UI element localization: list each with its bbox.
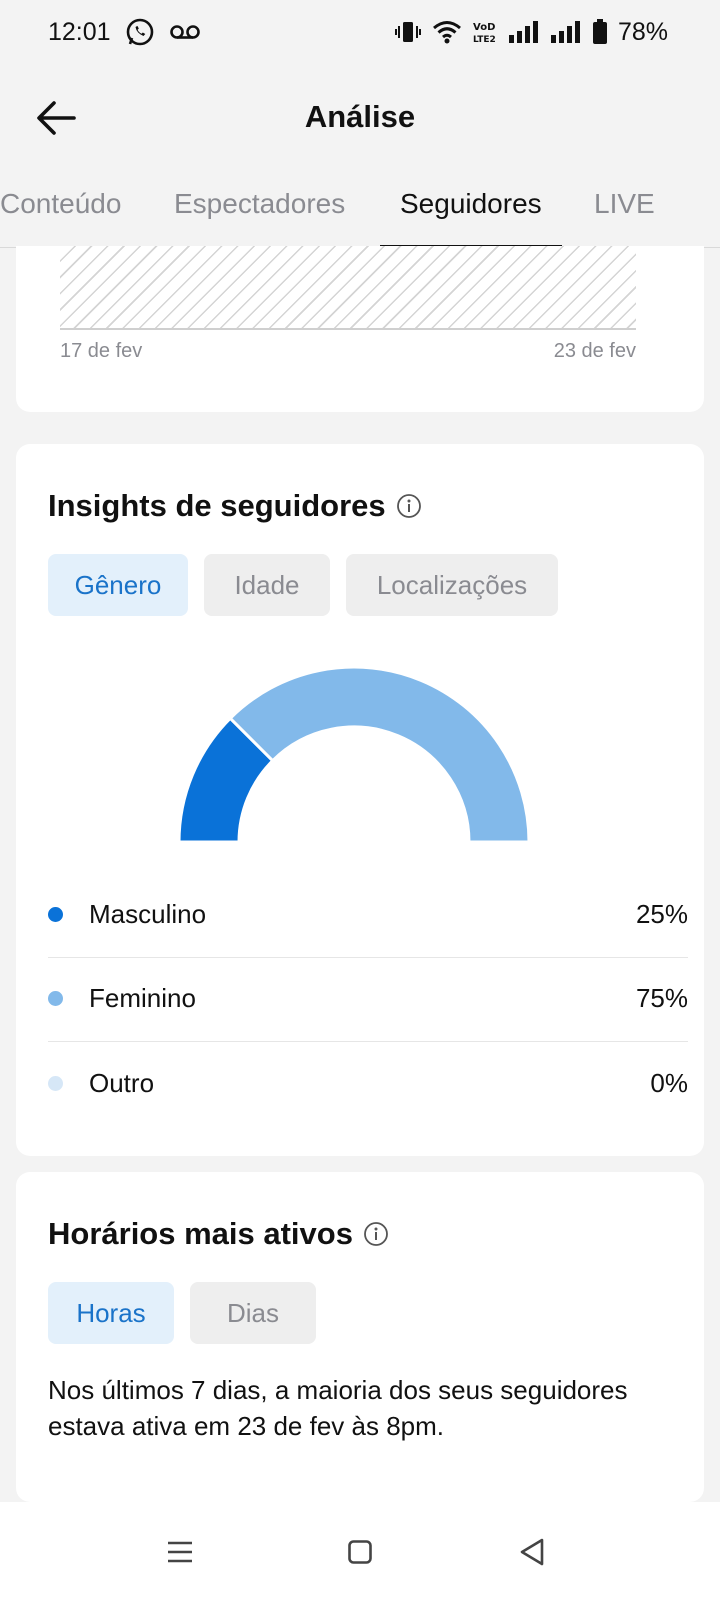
hours-title: Horários mais ativos: [48, 1216, 389, 1252]
whatsapp-icon: [125, 17, 155, 47]
status-time: 12:01: [48, 17, 111, 46]
filter-horas[interactable]: Horas: [48, 1282, 174, 1344]
voicemail-icon: [169, 22, 201, 42]
svg-text:VoD: VoD: [473, 22, 495, 33]
info-icon[interactable]: [396, 493, 422, 519]
filter-dias[interactable]: Dias: [190, 1282, 316, 1344]
menu-button[interactable]: [160, 1532, 200, 1572]
tab-espectadores[interactable]: Espectadores: [174, 188, 346, 219]
insights-title: Insights de seguidores: [48, 488, 422, 524]
filter-idade[interactable]: Idade: [204, 554, 330, 616]
status-bar: 12:01 VoD LTE2 78%: [0, 0, 720, 64]
active-hours-description: Nos últimos 7 dias, a maioria dos seus s…: [48, 1375, 628, 1441]
insights-title-text: Insights de seguidores: [48, 488, 386, 523]
back-button[interactable]: [32, 94, 80, 142]
volte-icon: VoD LTE2: [472, 19, 498, 45]
tab-conteudo[interactable]: Conteúdo: [0, 188, 122, 219]
follower-insights-card: Insights de seguidores Gênero Idade Loca…: [16, 444, 704, 1156]
legend-label: Feminino: [89, 983, 196, 1013]
hours-title-text: Horários mais ativos: [48, 1216, 353, 1251]
chart-start-date: 17 de fev: [60, 340, 143, 362]
filter-genero[interactable]: Gênero: [48, 554, 188, 616]
empty-chart-area: [60, 246, 636, 330]
gender-donut-chart: [177, 665, 531, 842]
tab-live[interactable]: LIVE: [594, 188, 655, 219]
battery-level: 78%: [617, 17, 668, 46]
battery-icon: [592, 19, 608, 45]
tab-seguidores[interactable]: Seguidores: [380, 188, 562, 249]
legend-dot: [48, 907, 63, 922]
info-icon[interactable]: [363, 1221, 389, 1247]
legend-value: 25%: [635, 899, 688, 929]
svg-text:LTE2: LTE2: [473, 35, 496, 45]
tab-bar: Conteúdo Espectadores Seguidores LIVE: [0, 176, 720, 249]
arrow-left-icon: [37, 101, 76, 135]
legend-value: 75%: [635, 983, 688, 1013]
legend-dot: [48, 1075, 63, 1091]
filter-localizacoes[interactable]: Localizações: [346, 554, 558, 616]
system-nav-bar: [0, 1502, 720, 1600]
legend-dot: [48, 991, 63, 1006]
legend-value: 0%: [650, 1067, 688, 1098]
active-hours-card: Horários mais ativos Horas Dias Nos últi…: [16, 1172, 704, 1502]
legend-label: Outro: [89, 1067, 155, 1098]
chart-end-date: 23 de fev: [553, 340, 636, 362]
followers-trend-card: 17 de fev 23 de fev: [16, 246, 704, 412]
legend-label: Masculino: [89, 899, 207, 929]
signal-icon: [550, 20, 582, 44]
menu-icon: [168, 1541, 192, 1563]
page-title: Análise: [304, 99, 416, 134]
app-header: Análise: [0, 80, 720, 154]
back-triangle-icon: [520, 1538, 544, 1566]
home-square-icon: [348, 1540, 372, 1564]
signal-icon: [508, 20, 540, 44]
legend-row-masculino: Masculino 25%: [48, 872, 688, 958]
nav-back-button[interactable]: [512, 1532, 552, 1572]
legend-row-feminino: Feminino 75%: [48, 956, 688, 1042]
legend-row-outro: Outro 0%: [48, 1040, 688, 1126]
wifi-icon: [432, 19, 462, 45]
donut-slice-feminino: [228, 665, 531, 842]
home-button[interactable]: [340, 1532, 380, 1572]
vibrate-icon: [394, 19, 422, 45]
